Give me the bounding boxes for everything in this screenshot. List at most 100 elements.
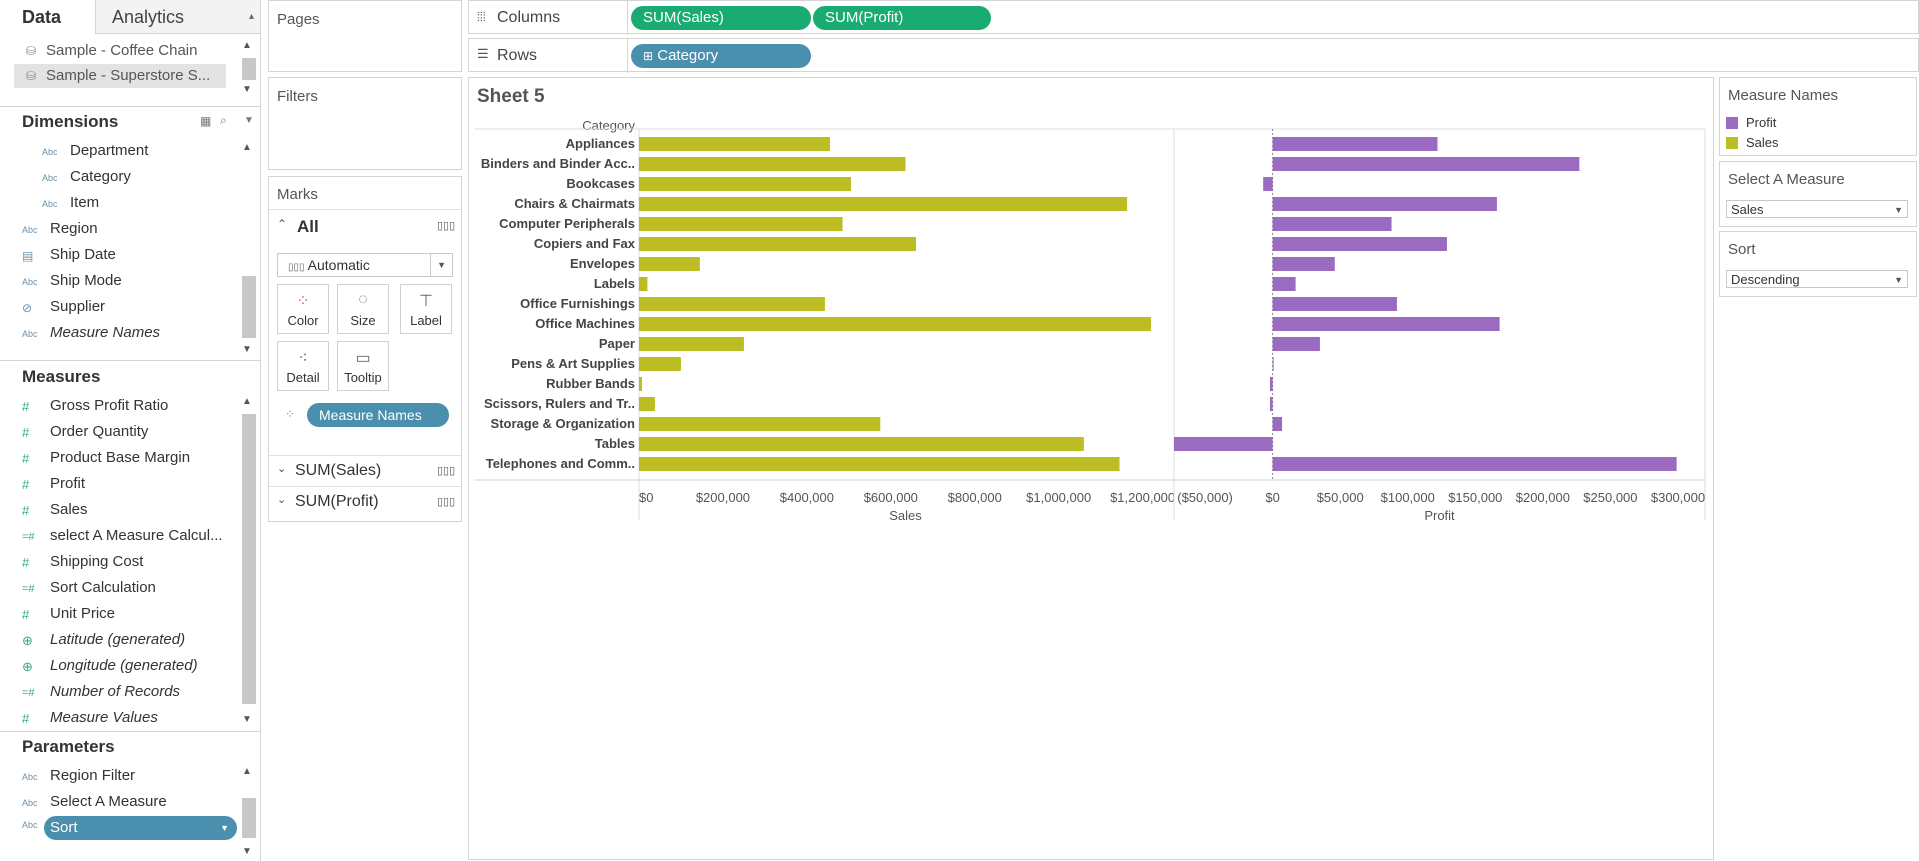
category-label: Envelopes <box>570 256 635 271</box>
scroll-thumb[interactable] <box>242 58 256 80</box>
datasource-coffee-chain[interactable]: ⛁ Sample - Coffee Chain <box>14 39 226 63</box>
bar-profit <box>1263 177 1273 191</box>
scroll-up-icon[interactable]: ▲ <box>242 40 252 51</box>
label-label: Label <box>410 313 442 328</box>
collapse-icon[interactable]: ⌃ <box>277 217 288 231</box>
category-label: Binders and Binder Acc.. <box>481 156 635 171</box>
scroll-thumb[interactable] <box>242 276 256 338</box>
bar-sales <box>639 237 916 251</box>
axis-title: Sales <box>889 508 922 523</box>
field-label: Region <box>50 220 98 237</box>
string-icon: Abc <box>22 225 38 235</box>
sort-dropdown[interactable]: Descending ▼ <box>1726 270 1908 288</box>
divider <box>269 209 461 210</box>
bar-profit <box>1269 377 1273 391</box>
bar-profit <box>1272 337 1320 351</box>
filters-card[interactable]: Filters <box>268 77 462 170</box>
pages-card[interactable]: Pages <box>268 0 462 72</box>
dropdown-icon[interactable]: ▼ <box>220 823 229 833</box>
dropdown-icon[interactable]: ▼ <box>430 254 446 276</box>
columns-pill-sales[interactable]: SUM(Sales) <box>631 6 811 30</box>
bar-sales <box>639 177 851 191</box>
scroll-thumb[interactable] <box>242 798 256 838</box>
bar-profit <box>1272 217 1392 231</box>
dimensions-title: Dimensions <box>22 112 119 131</box>
category-label: Appliances <box>566 136 635 151</box>
measure-names-color-pill[interactable]: Measure Names <box>307 403 449 427</box>
field-label: Item <box>70 194 100 211</box>
columns-icon: ⦙⦙⦙ <box>477 9 486 24</box>
color-icon: ⁘ <box>296 293 310 310</box>
category-label: Office Machines <box>535 316 635 331</box>
select-measure-control: Select A Measure Sales ▼ <box>1719 161 1917 227</box>
grid-view-icon[interactable]: ▦ <box>200 114 212 128</box>
field-label: Sort Calculation <box>50 579 156 596</box>
paperclip-icon: ⊘ <box>22 301 33 315</box>
tick-label: ($50,000) <box>1177 490 1233 505</box>
expand-icon[interactable]: ⌄ <box>277 494 287 506</box>
dimensions-scrollbar[interactable]: ▲ ▼ <box>240 138 256 358</box>
rows-pill-category[interactable]: ⊞ Category <box>631 44 811 68</box>
label-button[interactable]: ⊤ Label <box>400 284 452 334</box>
dimensions-menu-icon[interactable]: ▼ <box>244 115 254 126</box>
columns-shelf[interactable]: ⦙⦙⦙ Columns SUM(Sales) SUM(Profit) <box>468 0 1919 35</box>
scroll-down-icon[interactable]: ▼ <box>242 84 252 95</box>
select-measure-dropdown[interactable]: Sales ▼ <box>1726 200 1908 218</box>
color-icon: ⁘ <box>285 407 296 421</box>
scroll-down-icon[interactable]: ▼ <box>242 714 252 725</box>
marks-sum-sales[interactable]: SUM(Sales) <box>295 462 382 479</box>
scroll-up-icon[interactable]: ▲ <box>242 396 252 407</box>
detail-button[interactable]: ⁖ Detail <box>277 341 329 391</box>
scroll-thumb[interactable] <box>242 414 256 704</box>
divider <box>0 731 260 732</box>
scroll-up-icon[interactable]: ▲ <box>242 766 252 777</box>
scroll-down-icon[interactable]: ▼ <box>242 344 252 355</box>
dropdown-icon[interactable]: ▼ <box>1894 205 1903 215</box>
calc-number-icon: =# <box>22 531 35 543</box>
field-label: Profit <box>50 475 86 492</box>
measures-scrollbar[interactable]: ▲ ▼ <box>240 392 256 730</box>
columns-pill-profit[interactable]: SUM(Profit) <box>813 6 991 30</box>
rows-icon: ☰ <box>477 46 489 61</box>
measures-title: Measures <box>22 367 101 386</box>
expand-icon[interactable]: ⌄ <box>277 463 287 475</box>
datasource-scrollbar[interactable]: ▲ ▼ <box>240 38 256 100</box>
tick-label: $1,200,000 <box>1110 490 1175 505</box>
scroll-up-icon[interactable]: ▲ <box>242 142 252 153</box>
marks-sum-profit[interactable]: SUM(Profit) <box>295 493 379 510</box>
scroll-down-icon[interactable]: ▼ <box>242 846 252 857</box>
marks-all-label[interactable]: All <box>297 217 319 236</box>
divider <box>269 455 461 456</box>
tab-analytics[interactable]: Analytics ▴▾ <box>96 0 260 56</box>
pages-title: Pages <box>277 11 320 28</box>
tick-label: $600,000 <box>864 490 918 505</box>
size-button[interactable]: ◌ Size <box>337 284 389 334</box>
number-icon: # <box>22 399 30 414</box>
tick-label: $250,000 <box>1583 490 1637 505</box>
legend-item-profit[interactable]: Profit <box>1746 115 1777 130</box>
tab-data[interactable]: Data <box>0 0 96 34</box>
parameters-scrollbar[interactable]: ▲ ▼ <box>240 762 256 861</box>
bar-profit <box>1269 397 1273 411</box>
search-icon[interactable]: ⌕ <box>220 113 227 127</box>
bar-sales <box>639 457 1120 471</box>
mark-type-select[interactable]: ▯▯▯ Automatic ▼ <box>277 253 453 277</box>
calendar-icon: ▤ <box>22 249 34 263</box>
tooltip-button[interactable]: ▭ Tooltip <box>337 341 389 391</box>
datasource-superstore[interactable]: ⛁ Sample - Superstore S... <box>14 64 226 88</box>
field-label: Department <box>70 142 149 159</box>
divider <box>0 360 260 361</box>
tick-label: $300,000 <box>1651 490 1705 505</box>
legend-item-sales[interactable]: Sales <box>1746 135 1779 150</box>
filters-title: Filters <box>277 88 318 105</box>
tick-label: $1,000,000 <box>1026 490 1091 505</box>
size-label: Size <box>350 313 376 328</box>
field-label: Select A Measure <box>50 793 167 810</box>
color-button[interactable]: ⁘ Color <box>277 284 329 334</box>
bar-sales <box>639 217 843 231</box>
expand-plus-icon[interactable]: ⊞ <box>643 49 654 63</box>
dropdown-icon[interactable]: ▼ <box>1894 275 1903 285</box>
param-sort[interactable]: Sort ▼ <box>44 816 237 840</box>
tick-label: $400,000 <box>780 490 834 505</box>
rows-shelf[interactable]: ☰ Rows ⊞ Category <box>468 38 1919 73</box>
